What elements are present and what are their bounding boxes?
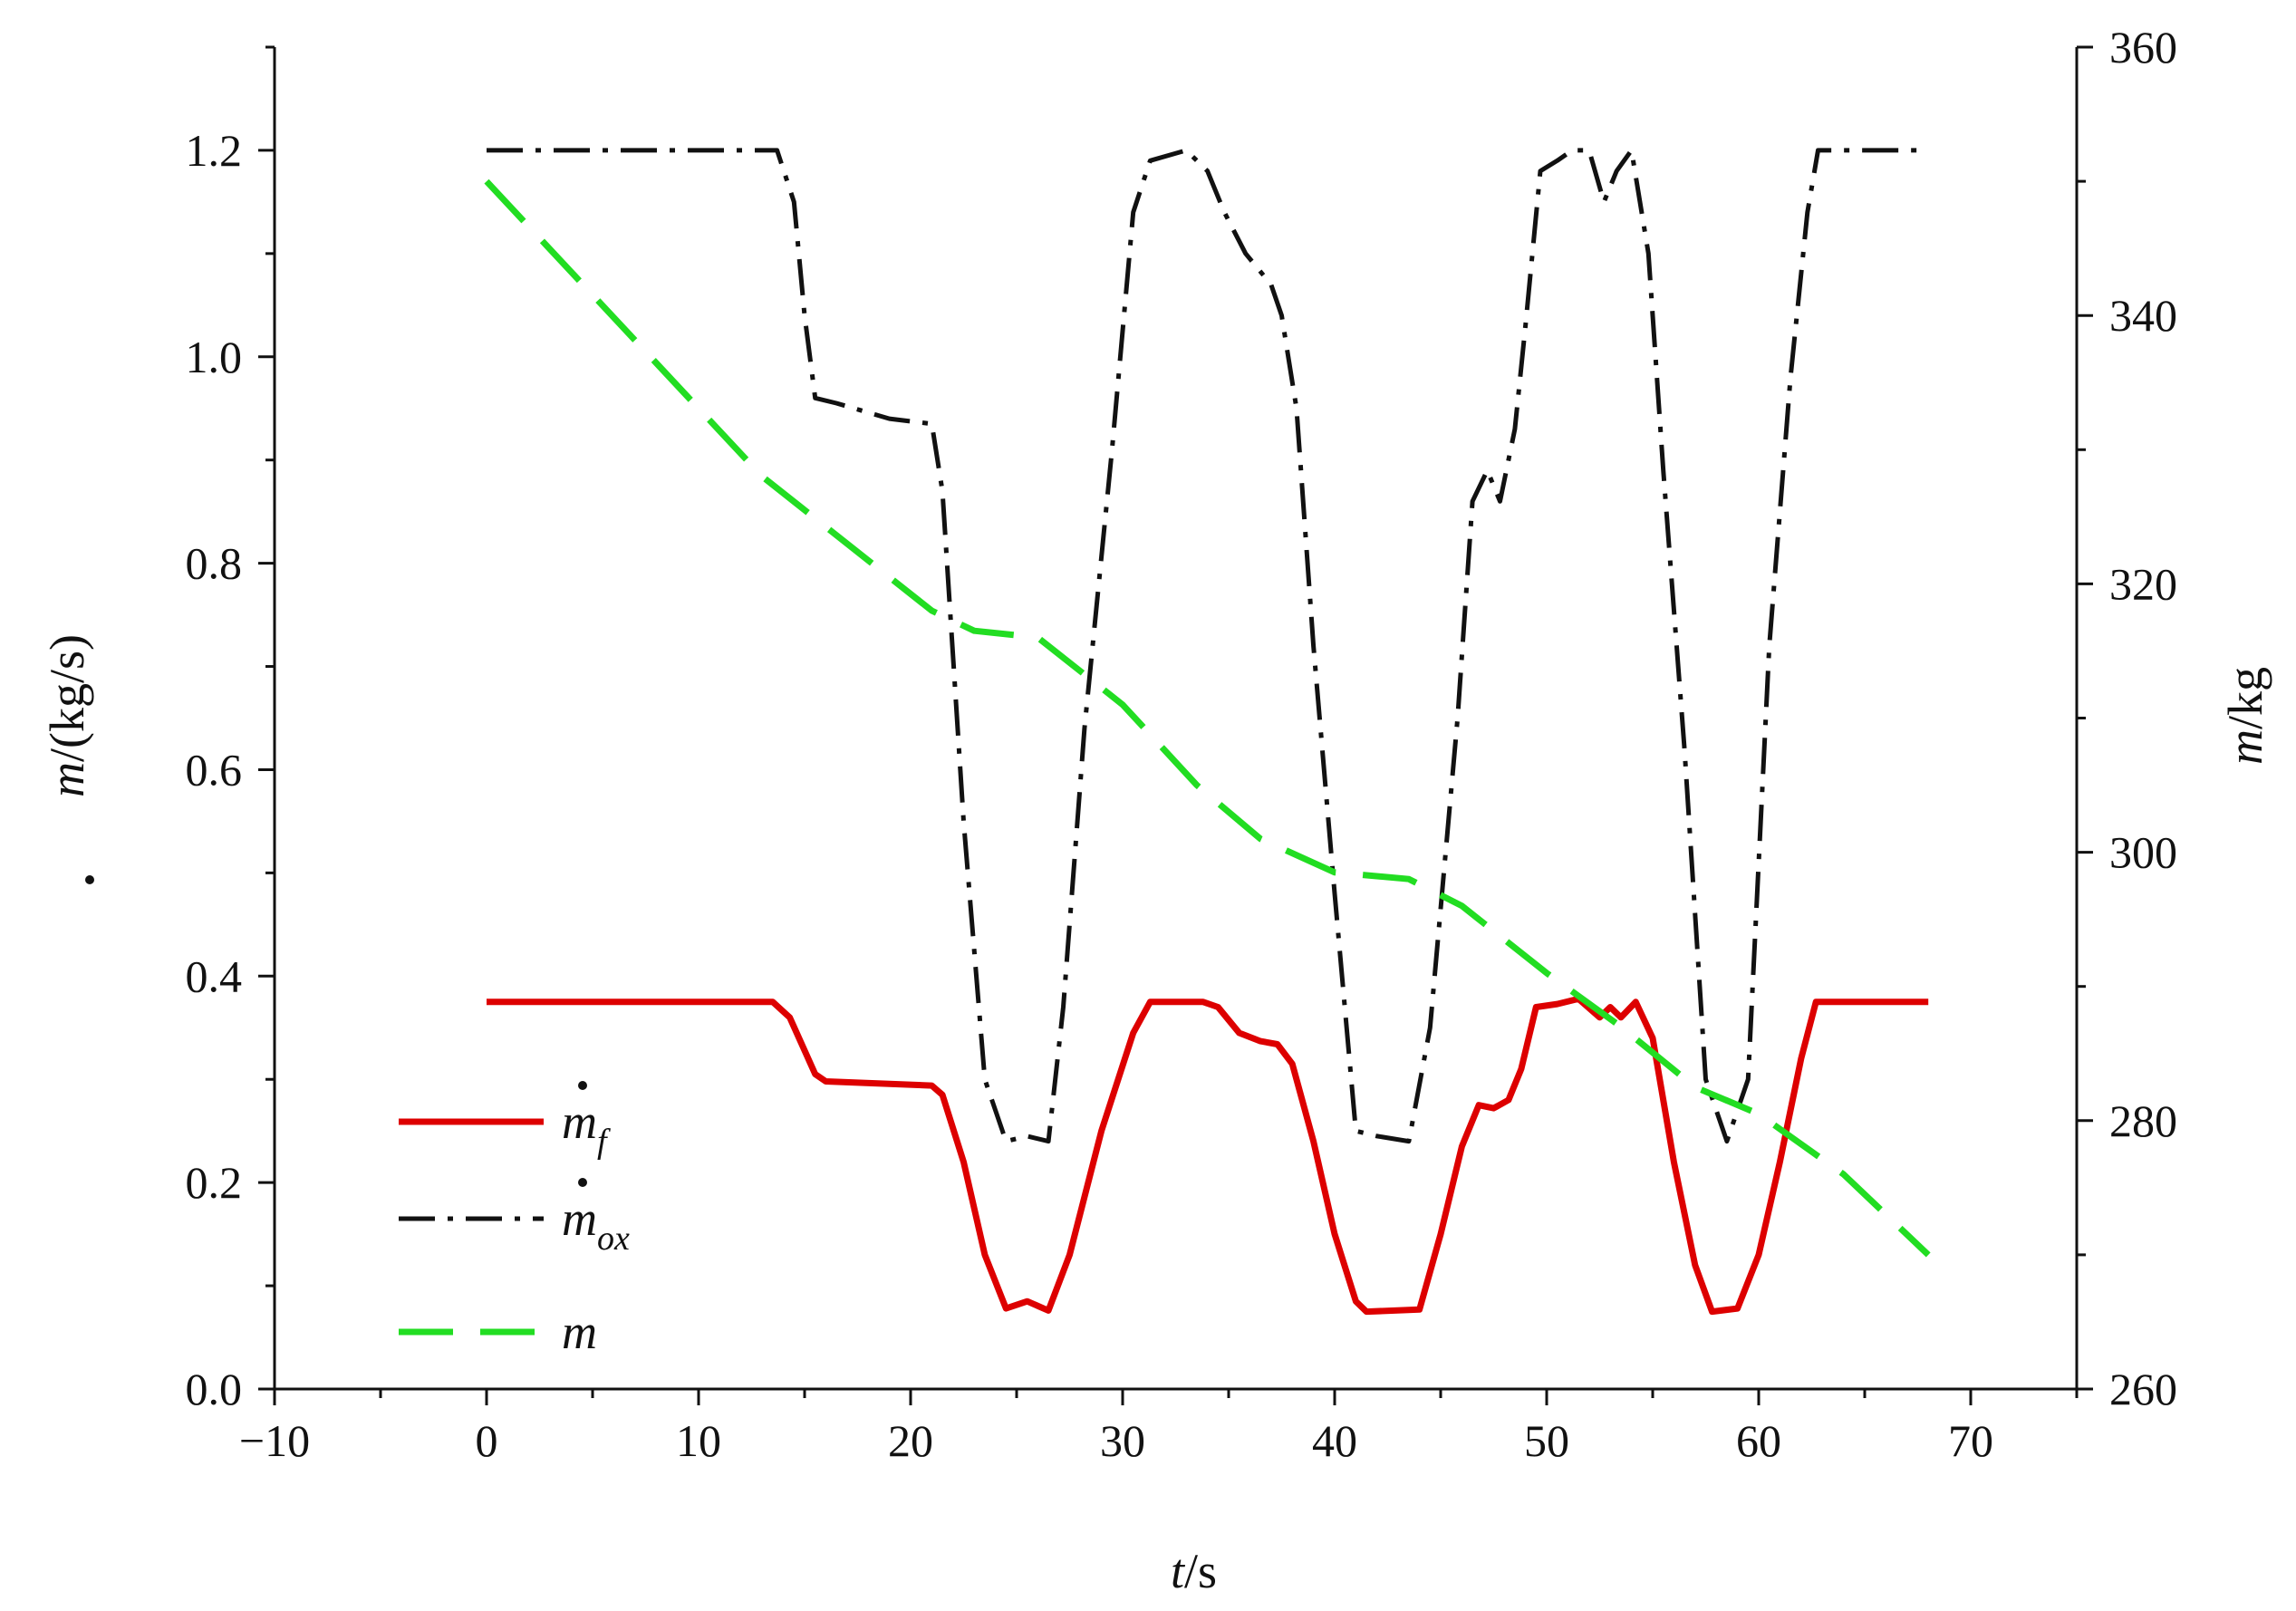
- x-tick-label: 10: [676, 1415, 721, 1466]
- y-left-tick-label: 0.2: [186, 1157, 243, 1208]
- y-right-tick-label: 260: [2109, 1364, 2177, 1414]
- legend-label-dot: [578, 1081, 587, 1090]
- y-right-tick-label: 280: [2109, 1095, 2177, 1146]
- x-tick-label: 60: [1736, 1415, 1781, 1466]
- y-right-axis-title: m/kg: [2218, 667, 2272, 765]
- y-left-axis-title-unit: /(kg/s): [40, 634, 94, 762]
- x-tick-label: 40: [1312, 1415, 1357, 1466]
- y-right-tick-label: 300: [2109, 827, 2177, 878]
- series-line-m: [484, 178, 1931, 1258]
- y-left-tick-label: 0.4: [186, 950, 243, 1001]
- legend-label-dot: [578, 1178, 587, 1187]
- y-right-axis-title-unit: /kg: [2218, 667, 2272, 729]
- y-left-axis-title-var: m: [40, 762, 94, 797]
- x-axis-title-unit: /s: [1184, 1544, 1217, 1598]
- x-axis-title-var: t: [1171, 1544, 1186, 1598]
- series-line-m-ox: [487, 148, 1929, 1144]
- x-tick-label: 70: [1948, 1415, 1993, 1466]
- x-tick-label: 30: [1100, 1415, 1145, 1466]
- x-tick-label: 50: [1524, 1415, 1569, 1466]
- legend-label-sub: f: [597, 1123, 611, 1161]
- y-left-axis-title-dot: [85, 875, 94, 884]
- x-axis-title: t/s: [1171, 1544, 1217, 1598]
- y-left-axis-title-text: m/(kg/s): [40, 634, 94, 797]
- legend-label-m-f: mf: [562, 1095, 611, 1161]
- series-line-m-f: [487, 995, 1929, 1316]
- y-left-tick-label: 0.8: [186, 538, 243, 589]
- legend-label-sub: ox: [597, 1220, 630, 1258]
- x-tick-label: 0: [476, 1415, 498, 1466]
- legend-label-m: m: [562, 1305, 597, 1359]
- legend-label-m-ox: mox: [562, 1191, 630, 1258]
- y-right-tick-label: 340: [2109, 290, 2177, 341]
- x-tick-label: −10: [239, 1415, 310, 1466]
- y-right-tick-label: 360: [2109, 22, 2177, 72]
- legend-label-main: m: [562, 1095, 597, 1149]
- y-right-axis-title-var: m: [2218, 729, 2272, 765]
- legend-label-main: m: [562, 1305, 597, 1359]
- y-left-tick-label: 1.2: [186, 125, 243, 176]
- axes: −10 0 10 20 30 40 50 60 70 0.0 0.2 0.4 0.6 0.8 1.0 1.2 2…: [40, 22, 2272, 1598]
- x-tick-label: 20: [888, 1415, 933, 1466]
- y-left-tick-label: 0.0: [186, 1364, 243, 1414]
- legend-label-main: m: [562, 1191, 597, 1246]
- y-left-tick-label: 0.6: [186, 744, 243, 795]
- y-left-tick-label: 1.0: [186, 332, 243, 382]
- y-right-tick-label: 320: [2109, 558, 2177, 609]
- y-left-axis-title: m/(kg/s): [40, 634, 94, 884]
- y-right-axis-title-text: m/kg: [2218, 667, 2272, 765]
- series-lines: [484, 148, 1931, 1316]
